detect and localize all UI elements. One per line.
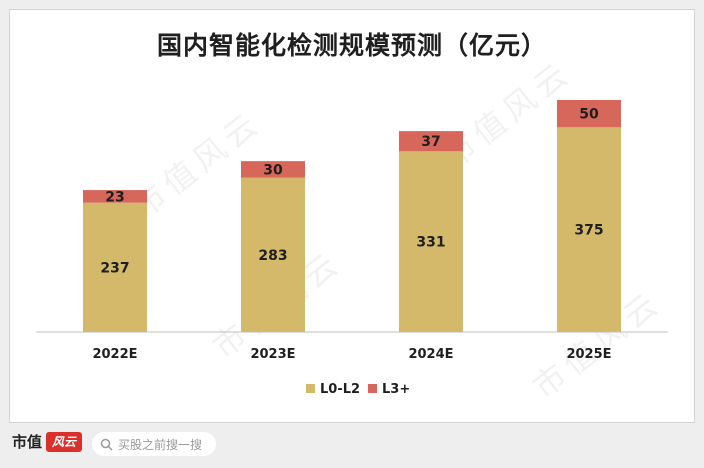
bar-l0-l2 <box>557 127 621 332</box>
legend-swatch <box>368 384 377 393</box>
bar-l3- <box>241 161 305 178</box>
legend-label: L3+ <box>382 382 410 397</box>
brand-text: 市值 <box>12 433 43 451</box>
data-label: 50 <box>579 107 599 123</box>
x-tick-label: 2022E <box>92 347 137 362</box>
data-label: 37 <box>421 134 440 150</box>
bar-l3- <box>399 131 463 152</box>
data-label: 283 <box>258 248 287 264</box>
data-label: 331 <box>416 235 445 251</box>
data-label: 30 <box>263 162 283 178</box>
data-label: 375 <box>574 223 603 239</box>
bar-l0-l2 <box>241 177 305 332</box>
x-tick-label: 2024E <box>408 347 453 362</box>
chart-title: 国内智能化检测规模预测（亿元） <box>156 31 547 60</box>
search-box[interactable]: 买股之前搜一搜 <box>92 432 216 456</box>
bar-l3- <box>83 190 147 203</box>
brand-logo[interactable]: 市值 风云 <box>12 431 83 452</box>
data-label: 23 <box>105 189 124 205</box>
search-placeholder: 买股之前搜一搜 <box>118 437 203 452</box>
legend-label: L0-L2 <box>320 382 360 397</box>
bar-l0-l2 <box>83 202 147 332</box>
x-tick-label: 2023E <box>250 347 295 362</box>
data-label: 237 <box>100 260 129 276</box>
brand-logo-badge: 风云 <box>46 431 83 452</box>
x-tick-label: 2025E <box>566 347 611 362</box>
search-icon <box>100 438 113 451</box>
bar-l0-l2 <box>399 151 463 332</box>
bar-l3- <box>557 100 621 128</box>
legend-swatch <box>306 384 315 393</box>
